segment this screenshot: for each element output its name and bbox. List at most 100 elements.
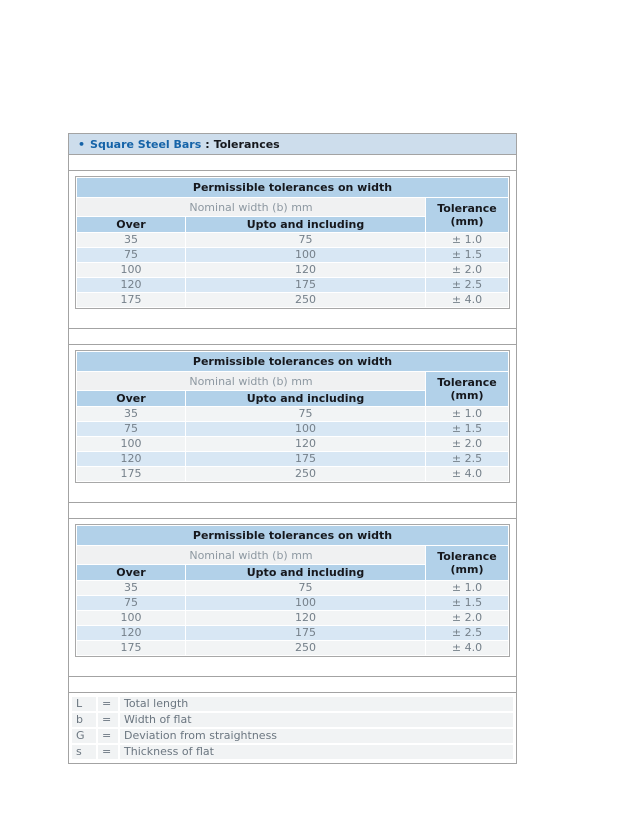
tolerance-cell: ± 2.5 (426, 626, 508, 640)
over-cell: 35 (77, 233, 185, 247)
legend-symbol: b (72, 713, 96, 727)
legend-symbol: G (72, 729, 96, 743)
tolerance-table-section-1: Permissible tolerances on width Nominal … (69, 171, 516, 329)
tolerance-cell: ± 2.0 (426, 611, 508, 625)
legend-equals: = (98, 713, 118, 727)
over-cell: 175 (77, 641, 185, 655)
table-row: 120 175 ± 2.5 (77, 452, 508, 466)
tolerance-header-cell: Tolerance (mm) (426, 198, 508, 232)
table-title: Permissible tolerances on width (77, 526, 508, 545)
table-row: 100 120 ± 2.0 (77, 263, 508, 277)
upto-header-cell: Upto and including (186, 217, 425, 232)
over-cell: 120 (77, 452, 185, 466)
tolerance-header-line1: Tolerance (437, 550, 497, 563)
legend-row: G = Deviation from straightness (72, 729, 513, 743)
legend-description: Total length (120, 697, 513, 711)
title-bar: • Square Steel Bars : Tolerances (69, 134, 516, 155)
legend-description: Deviation from straightness (120, 729, 513, 743)
tolerance-cell: ± 2.5 (426, 278, 508, 292)
tolerance-header-cell: Tolerance (mm) (426, 372, 508, 406)
table-row: 120 175 ± 2.5 (77, 626, 508, 640)
tolerance-header-cell: Tolerance (mm) (426, 546, 508, 580)
content-panel: • Square Steel Bars : Tolerances Permiss… (68, 133, 517, 764)
upto-cell: 250 (186, 467, 425, 481)
table-row: 35 75 ± 1.0 (77, 407, 508, 421)
tolerance-cell: ± 1.5 (426, 248, 508, 262)
table-row: 175 250 ± 4.0 (77, 293, 508, 307)
upto-cell: 175 (186, 626, 425, 640)
tolerance-cell: ± 2.0 (426, 437, 508, 451)
tolerance-cell: ± 1.0 (426, 233, 508, 247)
legend-equals: = (98, 745, 118, 759)
bullet-icon: • (78, 137, 86, 151)
legend-description: Thickness of flat (120, 745, 513, 759)
over-header-cell: Over (77, 391, 185, 406)
group-header-cell: Nominal width (b) mm (77, 372, 425, 390)
table-row: 35 75 ± 1.0 (77, 581, 508, 595)
table-title: Permissible tolerances on width (77, 178, 508, 197)
legend-table: L = Total length b = Width of flat G = D… (70, 695, 515, 761)
over-cell: 100 (77, 437, 185, 451)
group-header-cell: Nominal width (b) mm (77, 198, 425, 216)
page-title: Tolerances (213, 137, 280, 151)
table-row: 75 100 ± 1.5 (77, 248, 508, 262)
upto-cell: 75 (186, 407, 425, 421)
legend-row: s = Thickness of flat (72, 745, 513, 759)
table-row: 100 120 ± 2.0 (77, 437, 508, 451)
legend-section: L = Total length b = Width of flat G = D… (69, 693, 516, 763)
over-cell: 75 (77, 596, 185, 610)
upto-header-cell: Upto and including (186, 565, 425, 580)
legend-row: L = Total length (72, 697, 513, 711)
upto-cell: 120 (186, 263, 425, 277)
upto-cell: 100 (186, 422, 425, 436)
tolerance-table-section-3: Permissible tolerances on width Nominal … (69, 519, 516, 677)
upto-header-cell: Upto and including (186, 391, 425, 406)
tolerance-cell: ± 1.5 (426, 596, 508, 610)
table-title: Permissible tolerances on width (77, 352, 508, 371)
tolerance-table: Permissible tolerances on width Nominal … (75, 350, 510, 483)
table-row: 175 250 ± 4.0 (77, 467, 508, 481)
tolerance-cell: ± 4.0 (426, 467, 508, 481)
upto-cell: 120 (186, 437, 425, 451)
tolerance-table-section-2: Permissible tolerances on width Nominal … (69, 345, 516, 503)
legend-equals: = (98, 729, 118, 743)
legend-symbol: s (72, 745, 96, 759)
steel-bars-link[interactable]: Square Steel Bars (90, 137, 202, 151)
tolerance-cell: ± 2.5 (426, 452, 508, 466)
tolerance-cell: ± 4.0 (426, 641, 508, 655)
table-row: 75 100 ± 1.5 (77, 422, 508, 436)
over-cell: 175 (77, 293, 185, 307)
over-cell: 75 (77, 248, 185, 262)
table-row: 175 250 ± 4.0 (77, 641, 508, 655)
tolerance-header-line2: (mm) (450, 215, 484, 228)
over-cell: 75 (77, 422, 185, 436)
upto-cell: 250 (186, 293, 425, 307)
upto-cell: 75 (186, 581, 425, 595)
tolerance-header-line1: Tolerance (437, 202, 497, 215)
legend-description: Width of flat (120, 713, 513, 727)
over-cell: 100 (77, 263, 185, 277)
over-cell: 120 (77, 626, 185, 640)
upto-cell: 175 (186, 452, 425, 466)
tolerance-cell: ± 2.0 (426, 263, 508, 277)
over-cell: 175 (77, 467, 185, 481)
upto-cell: 250 (186, 641, 425, 655)
upto-cell: 100 (186, 248, 425, 262)
tolerance-cell: ± 1.0 (426, 581, 508, 595)
over-cell: 120 (77, 278, 185, 292)
table-row: 35 75 ± 1.0 (77, 233, 508, 247)
upto-cell: 175 (186, 278, 425, 292)
spacer-row (69, 155, 516, 171)
spacer-row (69, 677, 516, 693)
over-cell: 100 (77, 611, 185, 625)
tolerance-cell: ± 4.0 (426, 293, 508, 307)
tolerance-cell: ± 1.5 (426, 422, 508, 436)
spacer-row (69, 329, 516, 345)
tolerance-header-line2: (mm) (450, 389, 484, 402)
table-row: 75 100 ± 1.5 (77, 596, 508, 610)
table-row: 100 120 ± 2.0 (77, 611, 508, 625)
tolerance-header-line1: Tolerance (437, 376, 497, 389)
over-cell: 35 (77, 407, 185, 421)
upto-cell: 75 (186, 233, 425, 247)
